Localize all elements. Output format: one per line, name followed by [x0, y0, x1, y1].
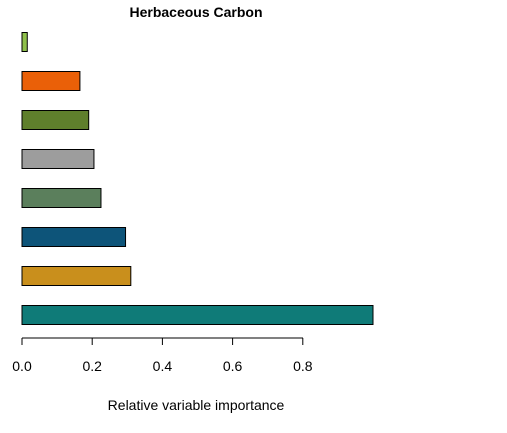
bar-8 [21, 32, 28, 52]
x-tick-label: 0.0 [12, 358, 32, 374]
bar-2 [21, 266, 132, 286]
bar-4 [21, 188, 102, 208]
bar-6 [21, 110, 90, 130]
x-axis-label: Relative variable importance [108, 397, 285, 413]
x-tick-label: 0.6 [223, 358, 243, 374]
bar-3 [21, 227, 127, 247]
x-axis-ticks: 0.0 0.2 0.4 0.6 0.8 [12, 338, 313, 374]
bar-1 [21, 305, 374, 325]
bars-group [21, 32, 374, 325]
bar-7 [21, 71, 81, 91]
bar-5 [21, 149, 95, 169]
chart-title: Herbaceous Carbon [129, 4, 262, 20]
x-tick-label: 0.2 [82, 358, 102, 374]
x-tick-label: 0.8 [293, 358, 313, 374]
x-tick-label: 0.4 [153, 358, 173, 374]
